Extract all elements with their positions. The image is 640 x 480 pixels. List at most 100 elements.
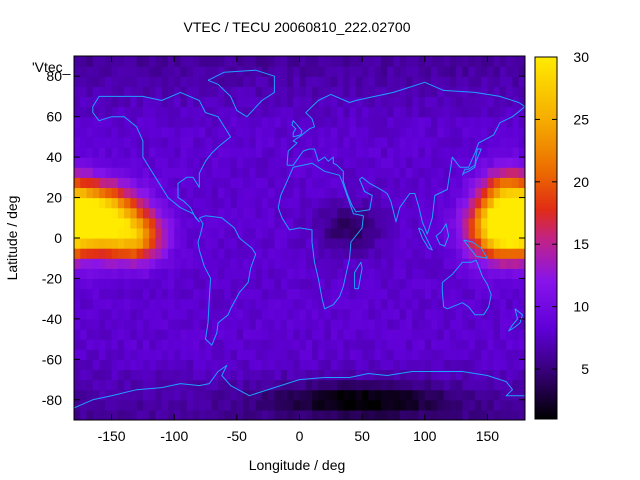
heatmap-cell: [218, 76, 225, 87]
heatmap-cell: [312, 258, 319, 269]
heatmap-cell: [86, 359, 94, 371]
heatmap-cell: [86, 409, 94, 420]
heatmap-cell: [117, 147, 125, 158]
heatmap-cell: [324, 318, 332, 330]
heatmap-cell: [324, 177, 332, 189]
y-tick-label: -40: [42, 311, 62, 327]
heatmap-cell: [424, 167, 432, 178]
heatmap-cell: [431, 227, 438, 239]
heatmap-cell: [493, 329, 501, 340]
heatmap-cell: [130, 359, 138, 371]
heatmap-cell: [431, 389, 438, 401]
heatmap-cell: [255, 126, 263, 138]
heatmap-cell: [224, 379, 232, 391]
heatmap-cell: [205, 399, 213, 411]
heatmap-cell: [236, 379, 244, 391]
heatmap-cell: [487, 106, 495, 118]
heatmap-cell: [387, 409, 395, 420]
heatmap-cell: [249, 288, 257, 300]
heatmap-cell: [199, 126, 207, 138]
heatmap-cell: [368, 238, 376, 249]
heatmap-cell: [149, 116, 157, 128]
heatmap-cell: [193, 238, 200, 249]
heatmap-cell: [487, 217, 495, 229]
heatmap-cell: [443, 349, 451, 360]
heatmap-cell: [437, 339, 445, 350]
heatmap-cell: [205, 339, 213, 350]
heatmap-cell: [261, 268, 269, 280]
heatmap-cell: [456, 96, 463, 108]
heatmap-cell: [142, 96, 150, 108]
heatmap-cell: [186, 308, 194, 320]
heatmap-cell: [305, 106, 313, 118]
heatmap-cell: [186, 339, 194, 350]
heatmap-cell: [418, 116, 426, 128]
heatmap-cell: [280, 106, 288, 118]
heatmap-cell: [330, 288, 338, 300]
heatmap-cell: [518, 399, 525, 411]
heatmap-cell: [142, 86, 150, 98]
heatmap-cell: [142, 278, 150, 290]
heatmap-cell: [199, 96, 207, 108]
heatmap-cell: [456, 379, 463, 391]
heatmap-cell: [362, 369, 369, 381]
heatmap-cell: [274, 217, 282, 229]
heatmap-cell: [80, 126, 88, 138]
heatmap-cell: [387, 106, 395, 118]
heatmap-cell: [330, 167, 338, 178]
heatmap-cell: [167, 217, 175, 229]
heatmap-cell: [224, 207, 232, 219]
heatmap-cell: [218, 187, 225, 199]
heatmap-cell: [424, 76, 432, 87]
heatmap-cell: [387, 288, 395, 300]
heatmap-cell: [424, 56, 432, 67]
heatmap-cell: [261, 389, 269, 401]
heatmap-cell: [355, 66, 363, 77]
heatmap-cell: [487, 399, 495, 411]
heatmap-cell: [274, 318, 282, 330]
heatmap-cell: [368, 56, 376, 67]
heatmap-cell: [337, 268, 344, 280]
heatmap-cell: [193, 217, 200, 229]
heatmap-cell: [405, 147, 413, 158]
heatmap-cell: [124, 268, 131, 280]
heatmap-cell: [330, 227, 338, 239]
coastline-antarctica: [74, 364, 525, 409]
heatmap-cell: [86, 227, 94, 239]
heatmap-cell: [130, 258, 138, 269]
heatmap-cell: [280, 349, 288, 360]
heatmap-cell: [155, 227, 163, 239]
heatmap-cell: [481, 56, 489, 67]
heatmap-cell: [462, 359, 470, 371]
heatmap-cell: [499, 389, 507, 401]
heatmap-cell: [117, 369, 125, 381]
heatmap-cell: [199, 389, 207, 401]
heatmap-cell: [399, 238, 407, 249]
heatmap-cell: [130, 197, 138, 209]
heatmap-cell: [343, 116, 351, 128]
heatmap-cell: [305, 409, 313, 420]
heatmap-cell: [218, 106, 225, 118]
heatmap-cell: [218, 278, 225, 290]
heatmap-cell: [211, 349, 219, 360]
heatmap-cell: [312, 157, 319, 168]
heatmap-cell: [362, 248, 369, 259]
heatmap-cell: [293, 298, 301, 310]
heatmap-cell: [305, 339, 313, 350]
heatmap-cell: [117, 409, 125, 420]
heatmap-cell: [343, 66, 351, 77]
heatmap-cell: [167, 258, 175, 269]
heatmap-cell: [236, 248, 244, 259]
heatmap-cell: [268, 187, 276, 199]
heatmap-cell: [380, 298, 388, 310]
heatmap-cell: [268, 369, 276, 381]
heatmap-cell: [324, 308, 332, 320]
heatmap-cell: [149, 339, 157, 350]
heatmap-cell: [387, 258, 395, 269]
heatmap-cell: [186, 96, 194, 108]
heatmap-cell: [368, 308, 376, 320]
heatmap-cell: [431, 106, 438, 118]
heatmap-cell: [199, 147, 207, 158]
heatmap-cell: [124, 157, 131, 168]
heatmap-cell: [506, 187, 514, 199]
